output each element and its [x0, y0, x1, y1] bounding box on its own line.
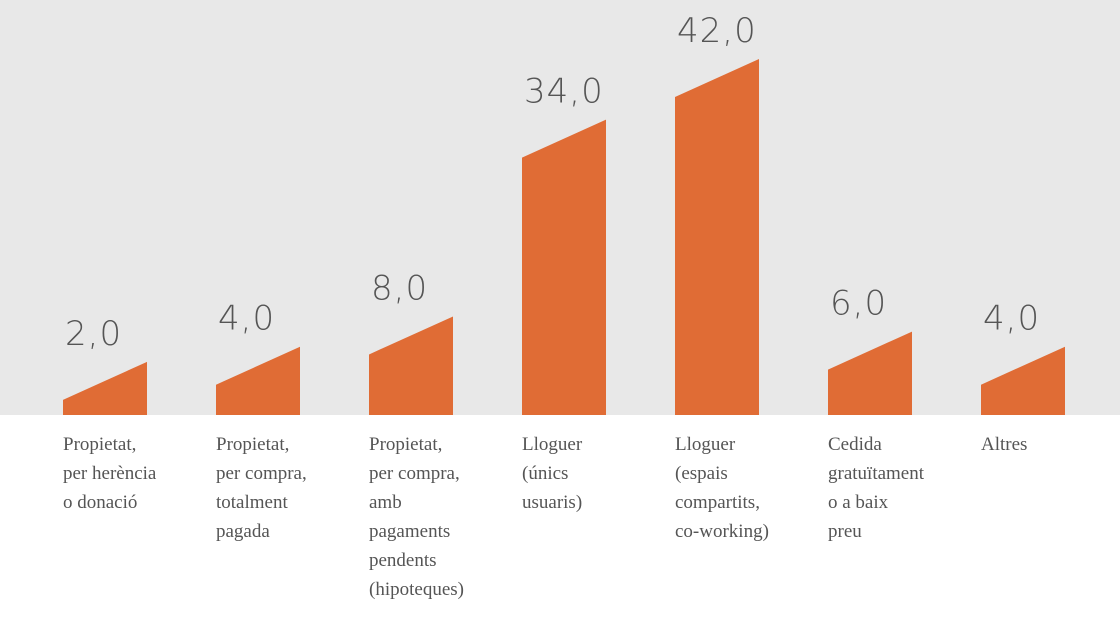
category-label: Propietat, per compra, amb pagaments pen… [369, 434, 464, 600]
bar [828, 331, 912, 415]
bar [522, 119, 606, 415]
category-label: Altres [981, 434, 1028, 455]
bar [63, 361, 147, 415]
bar [369, 316, 453, 415]
category-label: Lloguer (espais compartits, co-working) [675, 434, 769, 542]
category-label: Propietat, per herència o donació [63, 434, 157, 513]
value-label: 2,0 [65, 314, 122, 354]
chart: 2,0 4,0 8,0 34,0 42,0 6,0 4,0 [0, 0, 1120, 415]
value-label: 34,0 [524, 72, 604, 112]
value-label: 6,0 [830, 284, 887, 324]
category-label: Cedida gratuïtament o a baix preu [828, 434, 925, 542]
bar [216, 346, 300, 415]
value-label: 8,0 [371, 268, 428, 308]
bar [675, 59, 759, 415]
value-label: 4,0 [218, 299, 275, 339]
value-label: 4,0 [983, 299, 1040, 339]
category-label: Propietat, per compra, totalment pagada [216, 434, 307, 542]
bar [981, 346, 1065, 415]
value-label: 42,0 [677, 11, 757, 51]
category-label: Lloguer (únics usuaris) [522, 434, 583, 513]
